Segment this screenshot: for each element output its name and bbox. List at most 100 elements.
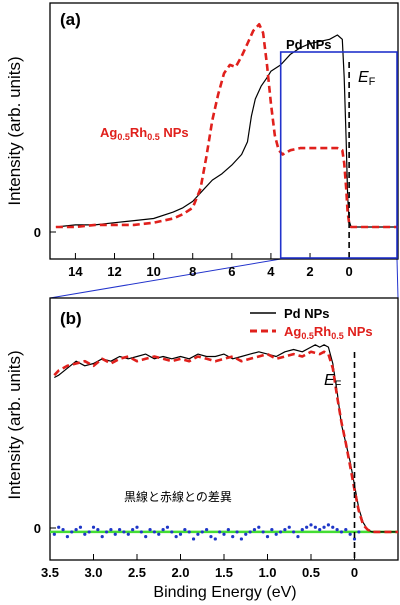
agrh-b-rh: Rh: [314, 324, 331, 339]
legend-pd-label: Pd NPs: [286, 37, 332, 52]
agrh-tail: NPs: [160, 125, 189, 140]
panel-a-y-zero-label: 0: [34, 225, 41, 240]
difference-label: 黒線と赤線との差異: [124, 489, 232, 504]
panel-b-difference-point: [122, 530, 126, 534]
panel-b-difference-point: [309, 523, 313, 527]
panel-a-ylabel: Intensity (arb. units): [5, 56, 24, 205]
panel-b-difference-point: [274, 532, 278, 536]
panel-b-difference-point: [252, 527, 257, 532]
zoom-connector-right: [396, 258, 399, 299]
panel-b-difference-point: [170, 530, 174, 534]
panel-b-difference-point: [96, 527, 100, 532]
panel-a-series-0: [55, 34, 398, 228]
panel-b-difference-point: [165, 525, 170, 529]
panel-b-difference-point: [322, 525, 326, 529]
panel-b-difference-point: [104, 530, 109, 534]
panel-b-difference-point: [57, 525, 61, 529]
panel-b-difference-point: [357, 530, 361, 534]
panel-b-difference-point: [87, 530, 91, 534]
panel-a-x-tick-label: 10: [146, 264, 160, 279]
panel-b-difference-point: [52, 532, 56, 536]
panel-b-difference-point: [313, 525, 317, 529]
agrh-b-sub-1: 0.5: [301, 331, 314, 341]
panel-b-difference-point: [113, 532, 117, 536]
panel-b-difference-point: [339, 530, 344, 534]
agrh-b-sub-2: 0.5: [331, 331, 344, 341]
panel-b-series-2: [52, 523, 361, 541]
panel-b-ylabel: Intensity (arb. units): [5, 350, 24, 499]
panel-b-x-tick-label: 3.5: [41, 565, 59, 580]
panel-a-x-tick-label: 12: [107, 264, 121, 279]
panel-b-difference-point: [283, 527, 287, 532]
panel-b-difference-point: [326, 523, 330, 527]
panel-a-series: [55, 22, 398, 229]
panel-b-difference-point: [231, 535, 235, 539]
panel-b-difference-point: [187, 530, 191, 534]
panel-b-x-tick-label: 0.5: [302, 565, 320, 580]
panel-b-series-0: [54, 344, 398, 533]
panel-b-difference-point: [213, 537, 217, 541]
panel-b-x-tick-label: 3.0: [84, 565, 102, 580]
panel-b-difference-point: [239, 537, 243, 541]
legend-b-pd-label: Pd NPs: [284, 306, 330, 321]
panel-b-x-tick-label: 2.5: [128, 565, 146, 580]
panel-b-difference-point: [222, 532, 226, 536]
panel-b-difference-point: [70, 530, 74, 534]
panel-b-difference-point: [174, 535, 178, 539]
fermi-e: E: [358, 69, 369, 86]
panel-b-difference-point: [100, 535, 104, 539]
panel-b-difference-point: [144, 535, 148, 539]
panel-b-difference-point: [305, 525, 309, 529]
panel-b-label: (b): [60, 309, 82, 328]
panel-a-x-axis: 14 12 10 8 6 4 2 0: [68, 253, 353, 279]
fermi-sub-b: F: [335, 379, 342, 391]
panel-b-difference-point: [300, 527, 304, 532]
agrh-rh: Rh: [130, 125, 147, 140]
panel-b-difference-point: [335, 527, 339, 532]
panel-a-frame: [49, 2, 399, 260]
panel-a-fermi-label: EF: [358, 69, 376, 88]
panel-b-difference-point: [348, 532, 352, 536]
panel-b-difference-point: [131, 527, 135, 532]
panel-b-difference-point: [152, 530, 156, 534]
panel-b-x-tick-label: 0: [351, 565, 358, 580]
panel-b-difference-point: [74, 527, 78, 532]
panel-b-difference-point: [209, 535, 213, 539]
panel-b-difference-point: [278, 530, 283, 534]
panel-b-x-tick-label: 1.0: [258, 565, 276, 580]
panel-b-difference-point: [265, 535, 270, 539]
legend-b-agrh-label: Ag0.5Rh0.5 NPs: [284, 324, 373, 341]
panel-b-difference-point: [344, 527, 348, 532]
panel-b-difference-point: [318, 527, 322, 532]
panel-b-difference-point: [287, 525, 291, 529]
panel-b-difference-point: [248, 530, 252, 534]
panel-b-xlabel: Binding Energy (eV): [153, 584, 296, 601]
panel-b-difference-point: [126, 532, 130, 536]
panel-a-x-tick-label: 4: [267, 264, 275, 279]
panel-b-series: [52, 344, 398, 541]
panel-b-difference-point: [183, 527, 187, 532]
panel-b-difference-point: [257, 525, 261, 529]
panel-b-difference-point: [65, 535, 69, 539]
panel-b-difference-point: [261, 530, 265, 534]
panel-a: (a) Intensity (arb. units) 14 12 10 8 6 4 2 0 0…: [5, 2, 399, 279]
panel-a-x-tick-label: 14: [68, 264, 83, 279]
legend-agrh-label: Ag0.5Rh0.5 NPs: [100, 125, 189, 142]
panel-b-difference-point: [191, 537, 196, 541]
panel-b-difference-point: [296, 535, 300, 539]
panel-b-difference-point: [196, 532, 200, 536]
panel-b-difference-point: [139, 530, 143, 534]
panel-b-y-zero-label: 0: [34, 521, 41, 536]
panel-b-difference-point: [83, 532, 87, 536]
panel-b-difference-point: [178, 532, 183, 536]
panel-b-series-1: [53, 350, 398, 534]
panel-b-difference-point: [205, 527, 209, 532]
panel-a-x-tick-label: 8: [189, 264, 196, 279]
panel-b-difference-point: [235, 530, 239, 534]
panel-b: (b) Intensity (arb. units) Binding Energ…: [5, 297, 399, 601]
panel-b-difference-point: [148, 527, 152, 532]
panel-b-difference-point: [331, 525, 335, 529]
fermi-sub: F: [369, 76, 376, 88]
zoom-connector-left: [49, 258, 281, 299]
fermi-e-b: E: [324, 372, 335, 389]
